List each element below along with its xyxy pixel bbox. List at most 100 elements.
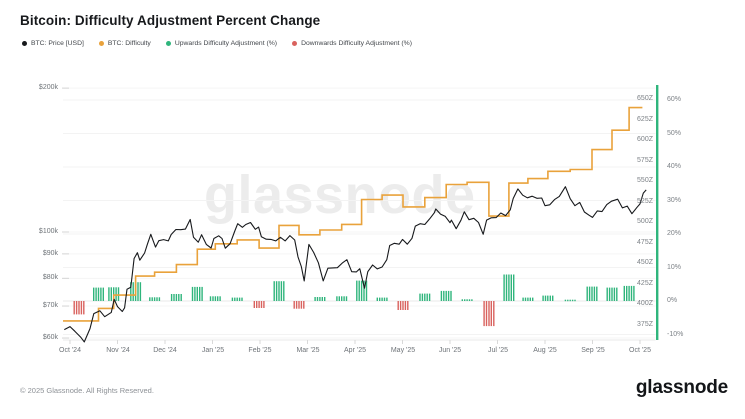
upward-adjustment-bar (108, 287, 110, 301)
downward-adjustment-bar (256, 301, 258, 308)
upward-adjustment-bar (505, 274, 508, 301)
upward-adjustment-bar (596, 286, 598, 301)
pct-axis-line (656, 85, 659, 340)
downward-adjustment-bar (258, 301, 260, 308)
x-axis-month-label: Aug '25 (533, 347, 557, 354)
upward-adjustment-bar (199, 286, 201, 301)
upward-adjustment-bar (360, 280, 363, 301)
upward-adjustment-bar (283, 281, 285, 301)
legend-item-downwards-adjustment[interactable]: Downwards Difficulty Adjustment (%) (292, 40, 412, 47)
upward-adjustment-bar (424, 293, 426, 301)
upward-adjustment-bar (513, 274, 515, 301)
upward-adjustment-bar (113, 287, 115, 301)
upward-adjustment-bar (278, 281, 280, 301)
y-axis-difficulty-label: 500Z (637, 218, 653, 225)
upward-adjustment-bar (544, 295, 547, 301)
upward-adjustment-bar (522, 297, 524, 301)
chart-legend: BTC: Price [USD] BTC: Difficulty Upwards… (22, 40, 412, 47)
downward-adjustment-bar (485, 301, 488, 327)
downward-adjustment-bar (483, 301, 485, 327)
upward-adjustment-bar (338, 296, 340, 301)
upward-adjustment-bar (529, 297, 531, 301)
y-axis-difficulty-label: 650Z (637, 95, 653, 102)
upward-adjustment-bar (567, 299, 569, 302)
legend-label-upwards: Upwards Difficulty Adjustment (%) (174, 40, 278, 47)
upward-adjustment-bar (343, 296, 345, 301)
x-axis-month-label: Jul '25 (487, 347, 508, 354)
upward-adjustment-bar (365, 280, 368, 301)
upward-adjustment-bar (626, 285, 628, 301)
x-axis-month-label: Feb '25 (248, 347, 272, 354)
upward-adjustment-bar (613, 287, 616, 301)
upward-adjustment-bar (156, 297, 158, 301)
upward-adjustment-bar (510, 274, 512, 301)
upward-adjustment-bar (217, 296, 219, 301)
upward-adjustment-bar (443, 290, 445, 301)
x-axis-month-label: Apr '25 (344, 347, 366, 354)
upward-adjustment-bar (319, 297, 321, 301)
upward-adjustment-bar (471, 299, 473, 301)
downward-adjustment-bar (80, 301, 83, 315)
upward-adjustment-bar (219, 296, 221, 301)
y-axis-price-label: $60k (42, 334, 58, 341)
x-axis-month-label: Oct '25 (629, 347, 651, 354)
upward-adjustment-bar (611, 287, 613, 301)
x-axis-month-label: Sep '25 (581, 347, 605, 354)
glassnode-watermark: glassnode (204, 165, 476, 225)
upward-adjustment-bar (421, 293, 424, 301)
footer-copyright: © 2025 Glassnode. All Rights Reserved. (20, 386, 154, 395)
upward-adjustment-bar (542, 295, 544, 301)
legend-dot-difficulty-icon (98, 41, 104, 46)
upward-adjustment-bar (345, 296, 348, 301)
legend-item-btc-difficulty[interactable]: BTC: Difficulty (98, 40, 151, 47)
difficulty-step-line (63, 106, 643, 322)
y-axis-difficulty-label: 425Z (637, 280, 653, 287)
x-axis-month-label: Jun '25 (438, 347, 462, 354)
y-axis-percent-label: 60% (667, 96, 682, 103)
upward-adjustment-bar (464, 299, 466, 301)
price-line (64, 186, 647, 343)
upward-adjustment-bar (321, 297, 323, 301)
y-axis-percent-label: 20% (667, 230, 682, 237)
upward-adjustment-bar (461, 299, 463, 301)
y-axis-price-label: $100k (38, 228, 58, 235)
upward-adjustment-bar (324, 297, 326, 301)
upward-adjustment-bar (191, 286, 194, 301)
upward-adjustment-bar (180, 294, 182, 301)
downward-adjustment-bar (300, 301, 303, 309)
upward-adjustment-bar (102, 287, 104, 301)
downward-adjustment-bar (263, 301, 265, 308)
upward-adjustment-bar (117, 287, 120, 301)
legend-item-upwards-adjustment[interactable]: Upwards Difficulty Adjustment (%) (165, 40, 278, 47)
downward-adjustment-bar (397, 301, 399, 310)
upward-adjustment-bar (175, 294, 178, 301)
legend-dot-price-icon (22, 41, 27, 46)
upward-adjustment-bar (201, 286, 203, 301)
upward-adjustment-bar (426, 293, 428, 301)
upward-adjustment-bar (236, 297, 238, 301)
upward-adjustment-bar (194, 286, 196, 301)
y-axis-percent-label: -10% (667, 331, 684, 338)
legend-dot-upwards-icon (165, 41, 171, 46)
upward-adjustment-bar (130, 282, 132, 301)
upward-adjustment-bar (591, 286, 593, 301)
upward-adjustment-bar (151, 297, 153, 301)
upward-adjustment-bar (137, 282, 139, 301)
y-axis-difficulty-label: 375Z (637, 321, 653, 328)
x-axis-month-label: Oct '24 (59, 347, 81, 354)
legend-item-btc-price[interactable]: BTC: Price [USD] (22, 40, 84, 47)
downward-adjustment-bar (298, 301, 300, 309)
downward-adjustment-bar (293, 301, 295, 309)
upward-adjustment-bar (110, 287, 112, 301)
upward-adjustment-bar (588, 286, 591, 301)
downward-adjustment-bar (399, 301, 402, 310)
upward-adjustment-bar (386, 297, 388, 301)
upward-adjustment-bar (564, 299, 567, 302)
upward-adjustment-bar (633, 285, 635, 301)
upward-adjustment-bar (275, 281, 278, 301)
y-axis-percent-label: 30% (667, 197, 682, 204)
upward-adjustment-bar (178, 294, 180, 301)
upward-adjustment-bar (468, 299, 471, 301)
upward-adjustment-bar (316, 297, 319, 301)
upward-adjustment-bar (170, 294, 173, 301)
